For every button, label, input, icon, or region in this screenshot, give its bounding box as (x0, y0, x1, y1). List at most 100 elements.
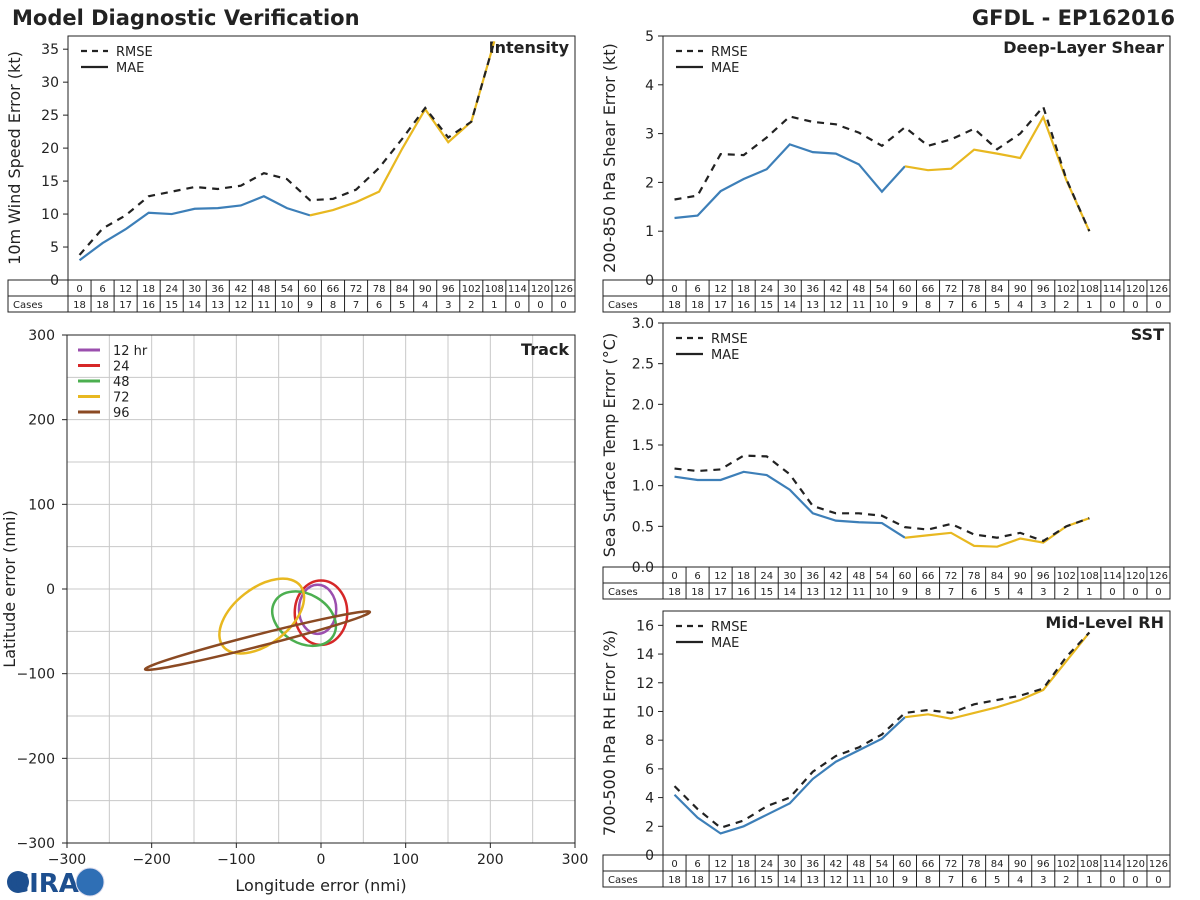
shear-hour-label: 6 (694, 284, 700, 295)
sst-case-count: 10 (876, 587, 889, 598)
shear-legend-label-mae: MAE (711, 61, 739, 76)
intensity-hour-label: 24 (165, 284, 178, 295)
intensity-hour-label: 30 (188, 284, 201, 295)
shear-y-tick-label: 2 (645, 175, 654, 191)
sst-hour-label: 84 (991, 571, 1004, 582)
track-y-tick-label: −300 (17, 836, 55, 852)
rh-hour-label: 0 (671, 859, 677, 870)
shear-hour-label: 102 (1057, 284, 1076, 295)
sst-hour-label: 18 (737, 571, 750, 582)
rh-legend-label-rmse: RMSE (711, 620, 748, 635)
shear-case-count: 16 (737, 300, 750, 311)
track-y-tick-label: 0 (46, 582, 55, 598)
intensity-y-tick-label: 15 (41, 174, 59, 190)
intensity-cases-label: Cases (13, 300, 43, 311)
intensity-y-axis-label: 10m Wind Speed Error (kt) (5, 51, 24, 265)
rh-cases-label: Cases (608, 875, 638, 886)
intensity-y-tick-label: 20 (41, 141, 59, 157)
shear-case-count: 17 (714, 300, 727, 311)
rh-y-tick-label: 16 (636, 618, 654, 634)
intensity-hour-label: 102 (462, 284, 481, 295)
intensity-hour-label: 54 (281, 284, 294, 295)
rh-case-count: 12 (829, 875, 842, 886)
shear-hour-label: 18 (737, 284, 750, 295)
sst-case-count: 14 (783, 587, 796, 598)
intensity-panel-title: Intensity (489, 38, 570, 57)
rh-case-count: 9 (902, 875, 908, 886)
intensity-hour-label: 114 (508, 284, 527, 295)
sst-legend-label-mae: MAE (711, 348, 739, 363)
shear-case-count: 5 (994, 300, 1000, 311)
shear-hour-label: 60 (899, 284, 912, 295)
intensity-mae-line-late (309, 40, 496, 217)
intensity-case-count: 0 (560, 300, 566, 311)
intensity-legend-label-rmse: RMSE (116, 45, 153, 60)
rh-mae-line-early (673, 716, 906, 835)
rh-hour-label: 12 (714, 859, 727, 870)
intensity-case-count: 17 (119, 300, 132, 311)
intensity-case-count: 2 (468, 300, 474, 311)
rh-legend-label-mae: MAE (711, 636, 739, 651)
track-y-tick-label: −100 (17, 667, 55, 683)
shear-hour-label: 120 (1126, 284, 1145, 295)
rh-case-count: 17 (714, 875, 727, 886)
sst-y-axis-label: Sea Surface Temp Error (°C) (600, 333, 619, 557)
shear-case-count: 8 (925, 300, 931, 311)
rh-y-tick-label: 10 (636, 704, 654, 720)
intensity-y-tick-label: 30 (41, 75, 59, 91)
track-x-tick-label: 0 (317, 852, 326, 868)
rh-hour-label: 108 (1080, 859, 1099, 870)
sst-y-tick-label: 0.0 (632, 560, 654, 576)
sst-panel-title: SST (1131, 325, 1164, 344)
intensity-case-count: 0 (537, 300, 543, 311)
intensity-hour-label: 72 (350, 284, 363, 295)
rh-hour-label: 120 (1126, 859, 1145, 870)
rh-hour-label: 36 (806, 859, 819, 870)
sst-case-count: 5 (994, 587, 1000, 598)
sst-case-count: 18 (668, 587, 681, 598)
sst-hour-label: 108 (1080, 571, 1099, 582)
sst-hour-label: 120 (1126, 571, 1145, 582)
intensity-case-count: 15 (165, 300, 178, 311)
intensity-case-count: 8 (330, 300, 336, 311)
intensity-hour-label: 90 (419, 284, 432, 295)
rh-hour-label: 78 (968, 859, 981, 870)
sst-hour-label: 102 (1057, 571, 1076, 582)
shear-y-tick-label: 5 (645, 29, 654, 45)
rh-case-count: 2 (1063, 875, 1069, 886)
storm-label: GFDL - EP162016 (972, 6, 1175, 30)
rh-case-count: 11 (853, 875, 866, 886)
intensity-hour-label: 66 (327, 284, 340, 295)
intensity-hour-label: 6 (99, 284, 105, 295)
shear-case-count: 9 (902, 300, 908, 311)
rh-case-count: 0 (1132, 875, 1138, 886)
shear-y-tick-label: 0 (645, 273, 654, 289)
intensity-hour-label: 126 (554, 284, 573, 295)
track-x-axis-label: Longitude error (nmi) (235, 876, 406, 895)
shear-hour-label: 78 (968, 284, 981, 295)
shear-case-count: 4 (1017, 300, 1023, 311)
sst-y-tick-label: 0.5 (632, 519, 654, 535)
rh-hour-label: 66 (922, 859, 935, 870)
track-y-tick-label: 300 (28, 328, 55, 344)
sst-hour-label: 66 (922, 571, 935, 582)
sst-case-count: 15 (760, 587, 773, 598)
intensity-case-count: 12 (234, 300, 247, 311)
intensity-hour-label: 96 (442, 284, 455, 295)
rh-mae-line-late (904, 631, 1091, 720)
intensity-case-count: 13 (211, 300, 224, 311)
track-ellipse-72h (218, 577, 306, 655)
intensity-hour-label: 60 (304, 284, 317, 295)
shear-hour-label: 30 (783, 284, 796, 295)
sst-hour-label: 24 (760, 571, 773, 582)
rh-case-count: 14 (783, 875, 796, 886)
shear-case-count: 15 (760, 300, 773, 311)
intensity-case-count: 7 (353, 300, 359, 311)
sst-hour-label: 126 (1149, 571, 1168, 582)
rh-case-count: 3 (1040, 875, 1046, 886)
intensity-case-count: 9 (307, 300, 313, 311)
sst-case-count: 2 (1063, 587, 1069, 598)
shear-case-count: 18 (691, 300, 704, 311)
shear-case-count: 12 (829, 300, 842, 311)
page-title: Model Diagnostic Verification (12, 6, 360, 30)
